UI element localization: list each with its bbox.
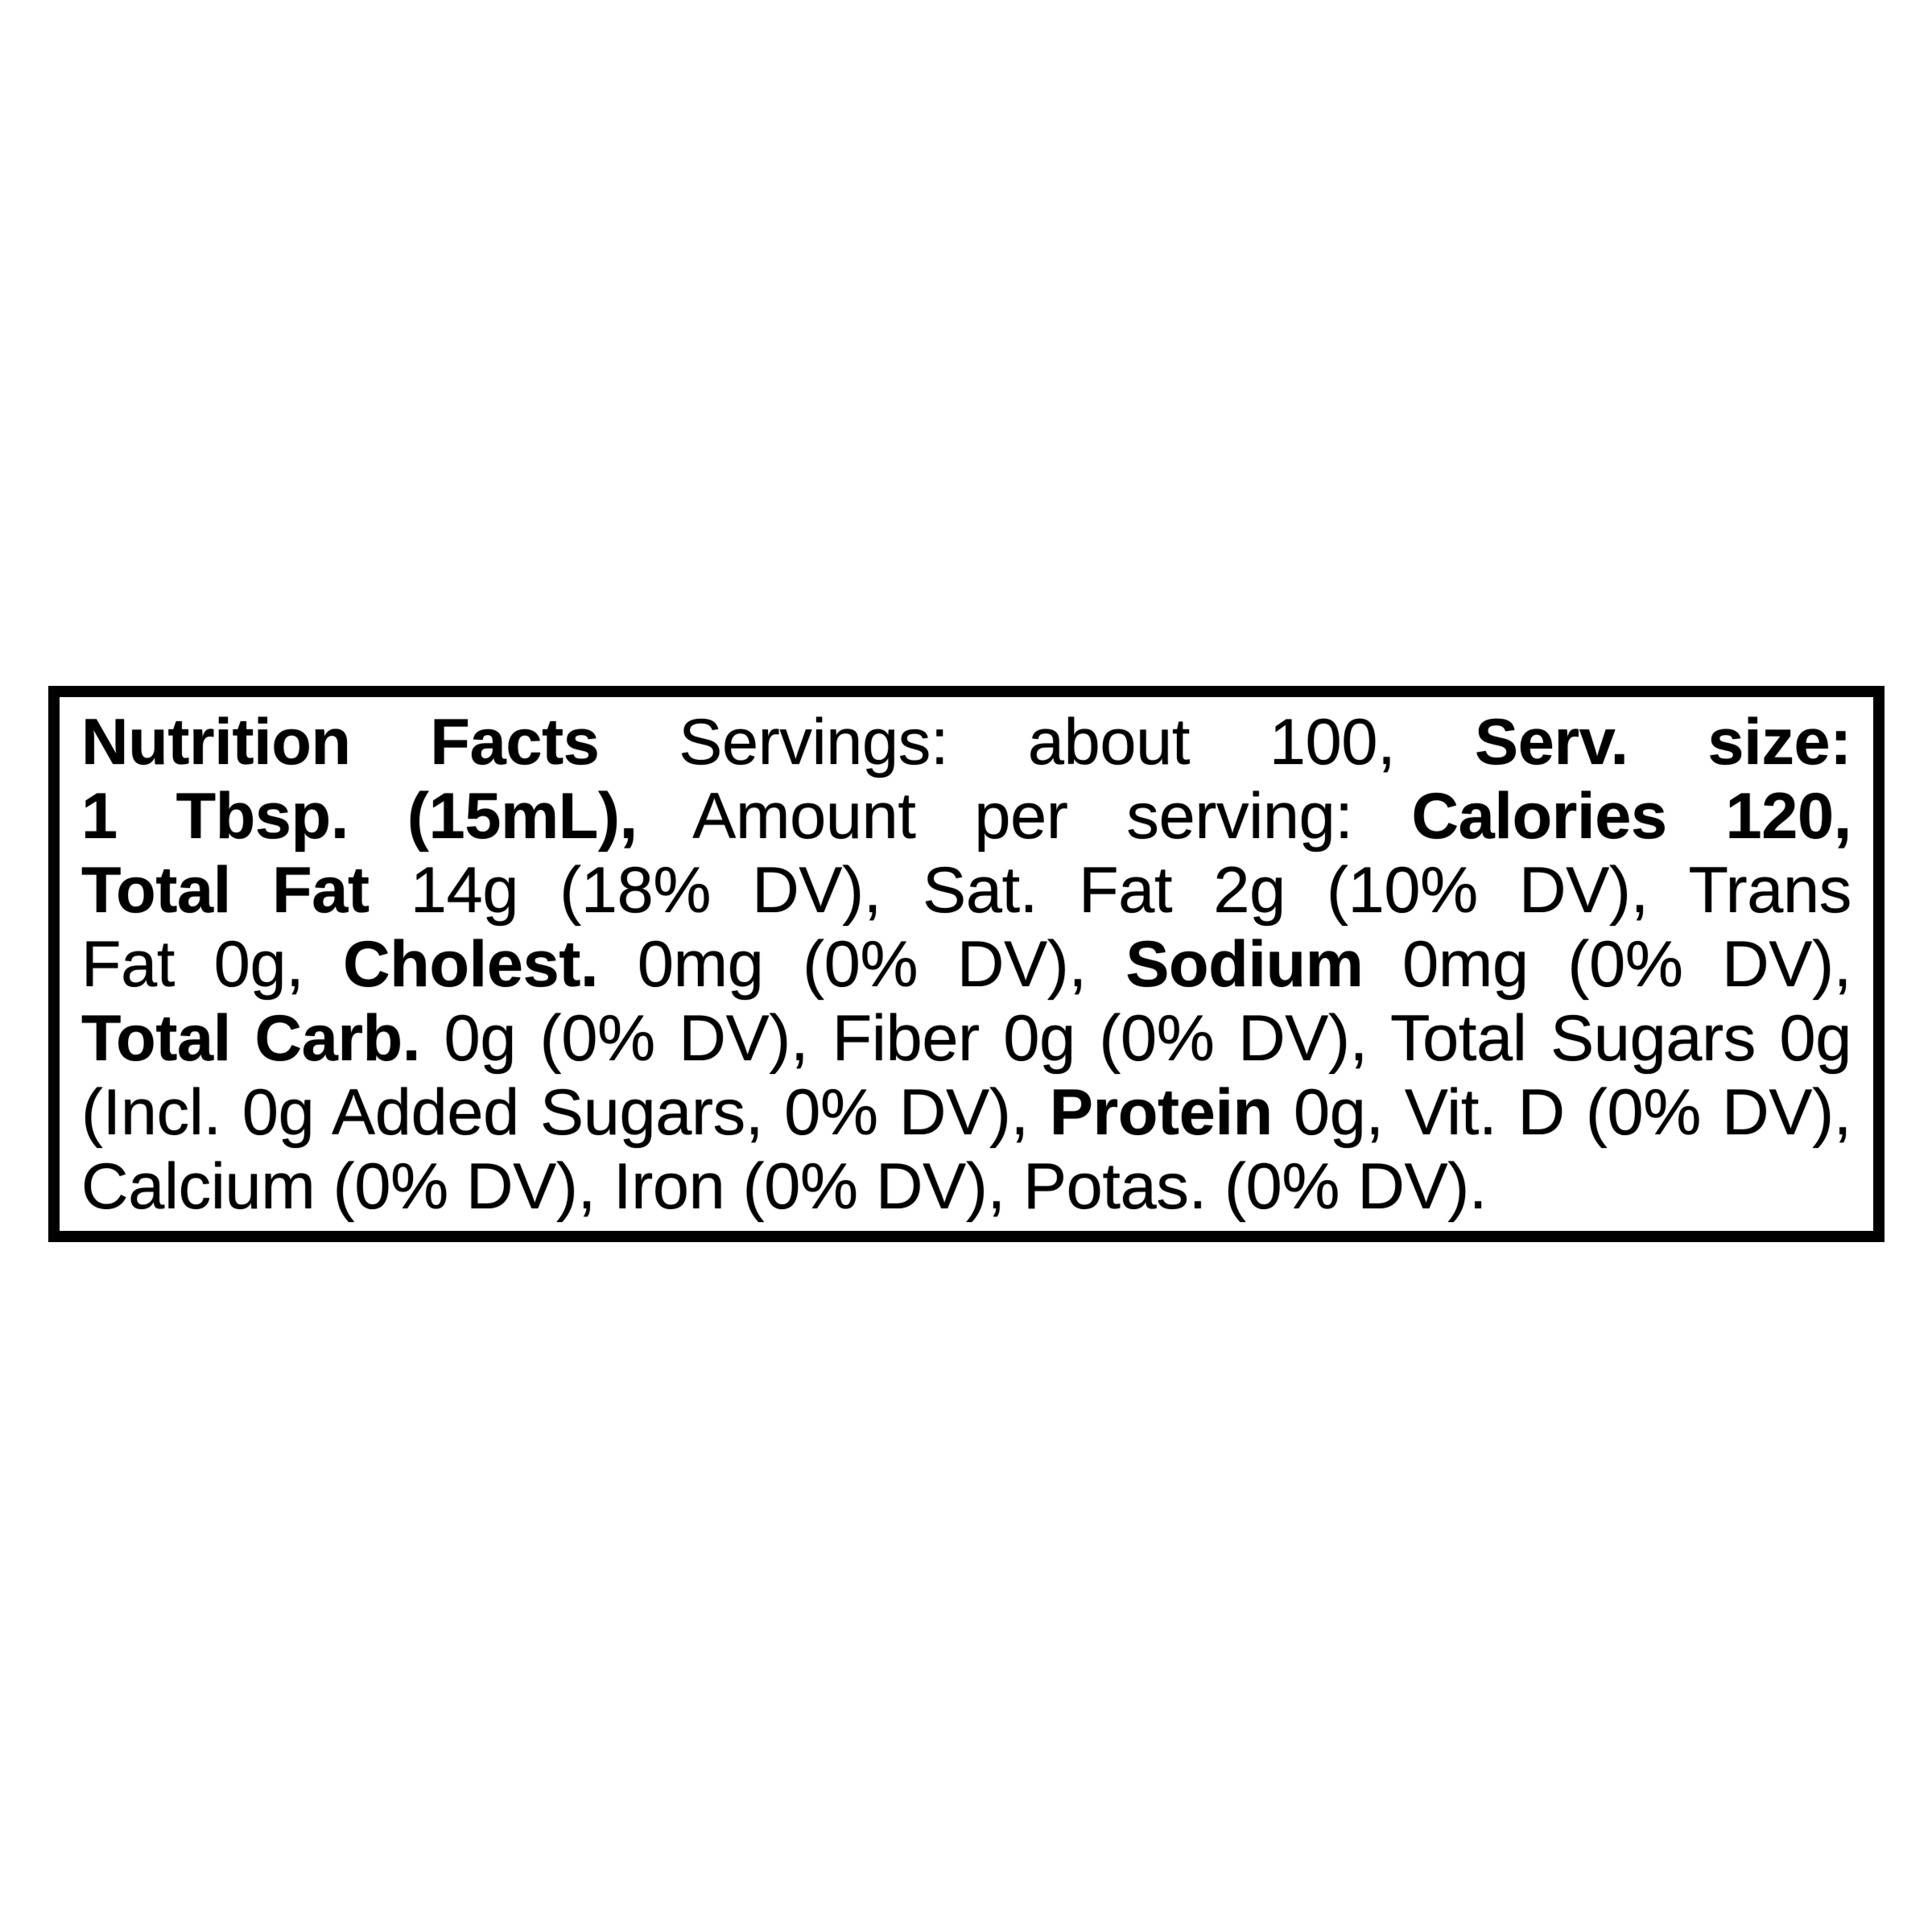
protein-vitamin-d-values: 0g, Vit. D (0% DV),: [1294, 1076, 1852, 1149]
total-fat-heading: Total Fat: [81, 854, 369, 927]
nf-line-carb-fiber-sugars: Total Carb. 0g (0% DV), Fiber 0g (0% DV)…: [81, 1001, 1852, 1075]
nf-line-cholest-sodium: Fat 0g, Cholest. 0mg (0% DV), Sodium 0mg…: [81, 927, 1852, 1001]
trans-fat-value: Fat 0g,: [81, 928, 304, 1001]
nutrition-facts-panel: Nutrition Facts Servings: about 100, Ser…: [48, 686, 1885, 1242]
sodium-value: 0mg (0% DV),: [1402, 928, 1852, 1001]
calories-value: Calories 120,: [1411, 780, 1852, 852]
nf-line-total-fat: Total Fat 14g (18% DV), Sat. Fat 2g (10%…: [81, 853, 1852, 927]
nf-line-title-servings: Nutrition Facts Servings: about 100, Ser…: [81, 705, 1852, 779]
amount-per-serving-text: Amount per serving:: [692, 780, 1353, 852]
nutrition-facts-title: Nutrition Facts: [81, 706, 600, 778]
nf-line-minerals: Calcium (0% DV), Iron (0% DV), Potas. (0…: [81, 1150, 1852, 1224]
cholesterol-heading: Cholest.: [343, 928, 599, 1001]
serving-size-value: 1 Tbsp. (15mL),: [81, 780, 638, 852]
added-sugars-text: (Incl. 0g Added Sugars, 0% DV),: [81, 1076, 1029, 1149]
sodium-heading: Sodium: [1125, 928, 1364, 1001]
calcium-iron-potassium-values: Calcium (0% DV), Iron (0% DV), Potas. (0…: [81, 1150, 1488, 1223]
protein-heading: Protein: [1049, 1076, 1273, 1149]
nf-line-servsize-calories: 1 Tbsp. (15mL), Amount per serving: Calo…: [81, 779, 1852, 853]
total-carb-heading: Total Carb.: [81, 1002, 421, 1075]
nf-line-addedsugars-protein: (Incl. 0g Added Sugars, 0% DV), Protein …: [81, 1075, 1852, 1150]
serving-size-heading: Serv. size:: [1475, 706, 1852, 778]
fat-satfat-trans-values: 14g (18% DV), Sat. Fat 2g (10% DV), Tran…: [410, 854, 1852, 927]
carb-fiber-sugars-values: 0g (0% DV), Fiber 0g (0% DV), Total Suga…: [444, 1002, 1852, 1075]
servings-per-container-text: Servings: about 100,: [679, 706, 1396, 778]
cholesterol-value: 0mg (0% DV),: [637, 928, 1087, 1001]
